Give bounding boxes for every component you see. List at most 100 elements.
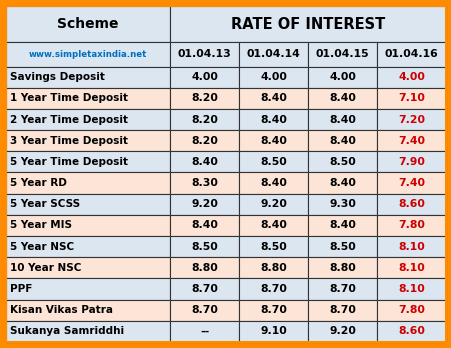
Bar xyxy=(376,66,445,88)
Bar xyxy=(308,215,376,236)
Text: 8.50: 8.50 xyxy=(260,157,286,167)
Text: 8.40: 8.40 xyxy=(328,221,355,230)
Text: 7.20: 7.20 xyxy=(397,114,424,125)
Text: 2 Year Time Deposit: 2 Year Time Deposit xyxy=(9,114,127,125)
Text: 8.20: 8.20 xyxy=(191,136,218,146)
Bar xyxy=(308,109,376,130)
Text: RATE OF INTEREST: RATE OF INTEREST xyxy=(230,17,384,32)
Text: 01.04.16: 01.04.16 xyxy=(384,49,437,60)
Bar xyxy=(308,42,376,66)
Bar xyxy=(239,300,308,321)
Text: 8.70: 8.70 xyxy=(260,305,286,315)
Bar xyxy=(170,151,239,173)
Bar xyxy=(6,88,170,109)
Bar xyxy=(170,215,239,236)
Bar xyxy=(376,300,445,321)
Text: 1 Year Time Deposit: 1 Year Time Deposit xyxy=(9,93,127,103)
Text: 10 Year NSC: 10 Year NSC xyxy=(9,263,81,273)
Bar xyxy=(6,109,170,130)
Bar xyxy=(239,215,308,236)
Text: 8.80: 8.80 xyxy=(260,263,286,273)
Text: 8.30: 8.30 xyxy=(191,178,218,188)
Text: 8.40: 8.40 xyxy=(191,157,218,167)
Bar xyxy=(170,109,239,130)
Bar xyxy=(170,88,239,109)
Text: 01.04.15: 01.04.15 xyxy=(315,49,368,60)
Text: 8.20: 8.20 xyxy=(191,93,218,103)
Bar xyxy=(6,257,170,278)
Text: --: -- xyxy=(200,326,209,337)
Text: Kisan Vikas Patra: Kisan Vikas Patra xyxy=(9,305,112,315)
Text: 8.10: 8.10 xyxy=(397,242,424,252)
Text: 8.40: 8.40 xyxy=(260,178,286,188)
Bar xyxy=(6,300,170,321)
Text: 7.90: 7.90 xyxy=(397,157,424,167)
Bar xyxy=(239,257,308,278)
Text: 9.30: 9.30 xyxy=(328,199,355,209)
Text: 8.40: 8.40 xyxy=(260,93,286,103)
Bar xyxy=(6,42,170,66)
Bar xyxy=(376,151,445,173)
Bar xyxy=(239,194,308,215)
Bar xyxy=(170,300,239,321)
Bar xyxy=(170,173,239,194)
Bar xyxy=(6,215,170,236)
Bar xyxy=(376,109,445,130)
Text: 8.70: 8.70 xyxy=(191,305,218,315)
Bar xyxy=(308,66,376,88)
Text: 8.50: 8.50 xyxy=(191,242,218,252)
Text: 9.20: 9.20 xyxy=(328,326,355,337)
Text: 8.40: 8.40 xyxy=(328,136,355,146)
Bar xyxy=(239,66,308,88)
Text: 5 Year SCSS: 5 Year SCSS xyxy=(9,199,79,209)
Text: 8.10: 8.10 xyxy=(397,284,424,294)
Bar xyxy=(376,173,445,194)
Text: 4.00: 4.00 xyxy=(191,72,218,82)
Text: 8.40: 8.40 xyxy=(328,93,355,103)
Text: 8.70: 8.70 xyxy=(328,305,355,315)
Text: Savings Deposit: Savings Deposit xyxy=(9,72,104,82)
Text: 4.00: 4.00 xyxy=(397,72,424,82)
Bar xyxy=(376,236,445,257)
Bar xyxy=(170,194,239,215)
Bar xyxy=(308,194,376,215)
Bar xyxy=(170,42,239,66)
Text: 8.40: 8.40 xyxy=(191,221,218,230)
Bar xyxy=(308,173,376,194)
Bar xyxy=(239,130,308,151)
Text: 4.00: 4.00 xyxy=(260,72,286,82)
Text: 8.50: 8.50 xyxy=(328,157,355,167)
Bar xyxy=(376,42,445,66)
Bar xyxy=(376,215,445,236)
Text: 5 Year MIS: 5 Year MIS xyxy=(9,221,71,230)
Text: Sukanya Samriddhi: Sukanya Samriddhi xyxy=(9,326,124,337)
Text: 7.40: 7.40 xyxy=(397,136,424,146)
Text: 9.20: 9.20 xyxy=(260,199,286,209)
Bar xyxy=(376,130,445,151)
Text: 8.60: 8.60 xyxy=(397,326,424,337)
Text: 8.70: 8.70 xyxy=(328,284,355,294)
Bar xyxy=(170,66,239,88)
Text: 7.80: 7.80 xyxy=(397,221,424,230)
Text: Scheme: Scheme xyxy=(57,17,119,31)
Text: 8.40: 8.40 xyxy=(328,178,355,188)
Text: 8.50: 8.50 xyxy=(328,242,355,252)
Bar xyxy=(170,236,239,257)
Bar xyxy=(239,173,308,194)
Text: 8.50: 8.50 xyxy=(260,242,286,252)
Bar xyxy=(376,257,445,278)
Bar xyxy=(308,236,376,257)
Text: 7.80: 7.80 xyxy=(397,305,424,315)
Bar xyxy=(170,278,239,300)
Text: 8.40: 8.40 xyxy=(260,114,286,125)
Bar xyxy=(376,321,445,342)
Text: 8.40: 8.40 xyxy=(260,136,286,146)
Bar xyxy=(308,257,376,278)
Text: 01.04.14: 01.04.14 xyxy=(246,49,300,60)
Bar xyxy=(6,130,170,151)
Bar xyxy=(170,130,239,151)
Bar xyxy=(308,278,376,300)
Bar xyxy=(308,88,376,109)
Text: 8.80: 8.80 xyxy=(191,263,218,273)
Bar xyxy=(6,194,170,215)
